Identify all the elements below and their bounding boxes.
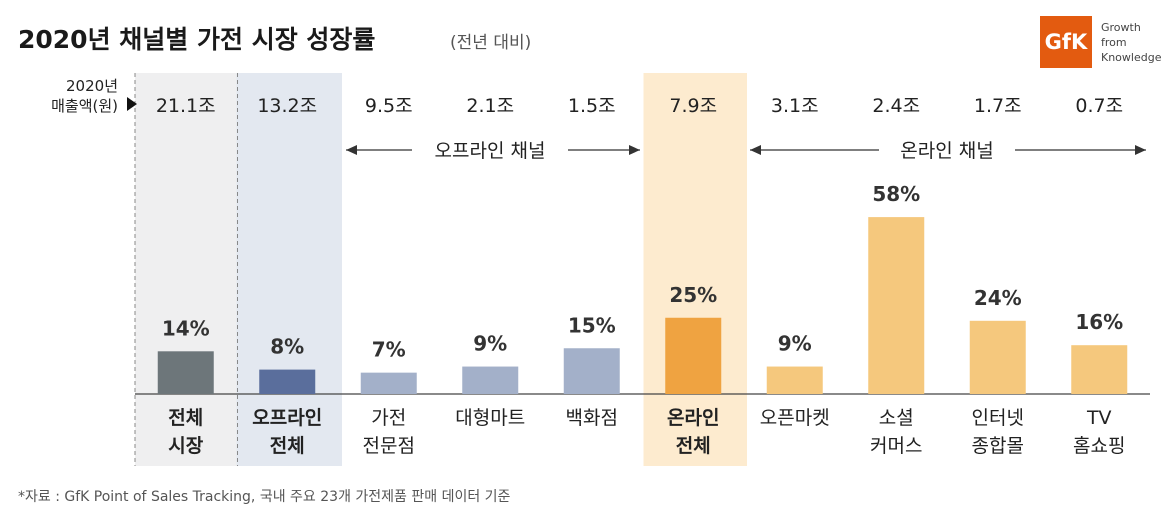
bar	[766, 366, 823, 394]
sales-row-label: 2020년 매출액(원)	[18, 76, 118, 116]
growth-data-label: 15%	[568, 313, 616, 337]
category-tick-label: 가전	[371, 407, 406, 429]
bar	[157, 351, 214, 394]
bar	[563, 348, 620, 394]
gfk-logo: GfK	[1040, 16, 1092, 68]
category-tick-label: 오픈마켓	[760, 407, 830, 429]
category-tick-label: 시장	[168, 435, 203, 457]
bar	[360, 372, 417, 394]
online-group-label: 온라인 채널	[900, 140, 993, 162]
category-tick-label: 전문점	[363, 435, 415, 457]
growth-data-label: 25%	[669, 283, 717, 307]
online-arrow-right-icon	[1135, 145, 1146, 155]
bar	[1071, 345, 1128, 394]
offline-arrow-left-icon	[346, 145, 357, 155]
brand-tagline: Growth from Knowledge	[1101, 20, 1161, 65]
band-offline-total	[236, 73, 342, 466]
bar	[868, 217, 925, 394]
online-arrow-left-icon	[750, 145, 761, 155]
band-total-market	[135, 73, 237, 466]
chart-title: 2020년 채널별 가전 시장 성장률	[18, 25, 376, 54]
sales-value-label: 7.9조	[669, 95, 717, 117]
category-tick-label: 오프라인	[252, 407, 322, 429]
sales-value-label: 1.5조	[568, 95, 616, 117]
category-tick-label: 대형마트	[455, 407, 525, 429]
category-tick-label: 소셜	[879, 407, 914, 429]
sales-value-label: 13.2조	[257, 95, 317, 117]
sales-value-label: 21.1조	[156, 95, 216, 117]
category-tick-label: 전체	[676, 435, 711, 457]
growth-data-label: 24%	[974, 286, 1022, 310]
sales-value-label: 3.1조	[771, 95, 819, 117]
bar	[665, 317, 722, 394]
growth-data-label: 9%	[778, 332, 812, 356]
sales-value-label: 2.4조	[872, 95, 920, 117]
category-tick-label: 전체	[168, 407, 203, 429]
category-tick-label: 커머스	[870, 435, 922, 457]
sales-label-line: 2020년	[66, 77, 118, 95]
chart-subtitle: (전년 대비)	[450, 33, 532, 53]
bar	[969, 320, 1026, 394]
growth-data-label: 58%	[872, 182, 920, 206]
offline-group-label: 오프라인 채널	[435, 140, 546, 162]
category-tick-label: TV	[1086, 407, 1112, 429]
tagline-line: from	[1101, 36, 1127, 49]
category-tick-label: 온라인	[667, 407, 719, 429]
growth-data-label: 14%	[162, 316, 210, 340]
category-tick-label: 전체	[270, 435, 305, 457]
sales-pointer-icon	[127, 97, 137, 111]
bar	[462, 366, 519, 394]
sales-label-line: 매출액(원)	[51, 97, 118, 115]
bar	[259, 369, 316, 394]
category-tick-label: 홈쇼핑	[1073, 435, 1125, 457]
sales-value-label: 2.1조	[466, 95, 514, 117]
sales-value-label: 0.7조	[1075, 95, 1123, 117]
category-tick-label: 종합몰	[972, 435, 1024, 457]
category-tick-label: 백화점	[566, 407, 618, 429]
category-tick-label: 인터넷	[972, 407, 1024, 429]
tagline-line: Knowledge	[1101, 51, 1162, 64]
growth-data-label: 16%	[1075, 310, 1123, 334]
offline-arrow-right-icon	[629, 145, 640, 155]
growth-data-label: 9%	[473, 332, 507, 356]
sales-value-label: 9.5조	[365, 95, 413, 117]
source-footnote: *자료 : GfK Point of Sales Tracking, 국내 주요…	[18, 489, 511, 505]
tagline-line: Growth	[1101, 21, 1141, 34]
growth-data-label: 7%	[372, 338, 406, 362]
sales-value-label: 1.7조	[974, 95, 1022, 117]
growth-data-label: 8%	[270, 335, 304, 359]
band-online-total	[643, 73, 747, 466]
